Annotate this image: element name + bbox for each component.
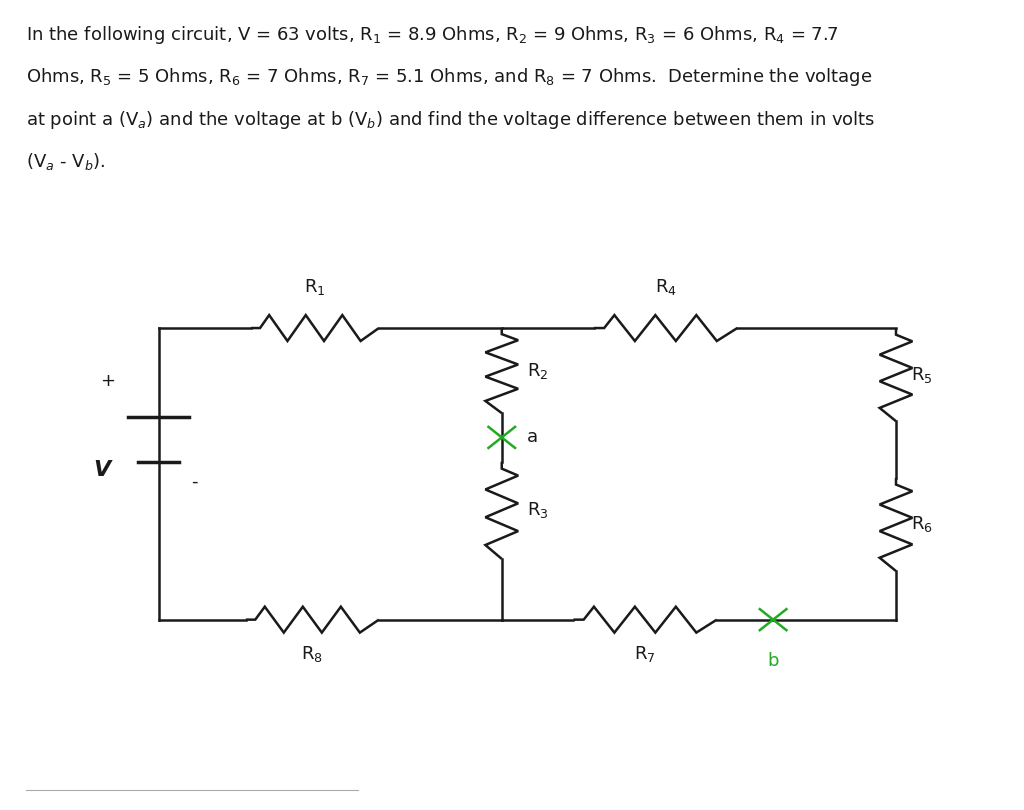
Text: b: b xyxy=(767,652,779,670)
Text: -: - xyxy=(191,473,198,491)
Text: R$_7$: R$_7$ xyxy=(634,644,656,664)
Text: R$_3$: R$_3$ xyxy=(527,501,549,520)
Text: R$_6$: R$_6$ xyxy=(911,514,933,535)
Text: a: a xyxy=(527,428,539,446)
Text: R$_1$: R$_1$ xyxy=(304,277,326,297)
Text: R$_2$: R$_2$ xyxy=(527,360,549,381)
Text: R$_4$: R$_4$ xyxy=(654,277,677,297)
Text: +: + xyxy=(100,372,115,390)
Text: R$_8$: R$_8$ xyxy=(301,644,324,664)
Text: at point a (V$_a$) and the voltage at b (V$_b$) and find the voltage difference : at point a (V$_a$) and the voltage at b … xyxy=(26,109,874,130)
Text: In the following circuit, V = 63 volts, R$_1$ = 8.9 Ohms, R$_2$ = 9 Ohms, R$_3$ : In the following circuit, V = 63 volts, … xyxy=(26,24,839,46)
Text: V: V xyxy=(94,460,111,480)
Text: R$_5$: R$_5$ xyxy=(911,364,933,385)
Text: Ohms, R$_5$ = 5 Ohms, R$_6$ = 7 Ohms, R$_7$ = 5.1 Ohms, and R$_8$ = 7 Ohms.  Det: Ohms, R$_5$ = 5 Ohms, R$_6$ = 7 Ohms, R$… xyxy=(26,66,872,88)
Text: (V$_a$ - V$_b$).: (V$_a$ - V$_b$). xyxy=(26,151,105,172)
